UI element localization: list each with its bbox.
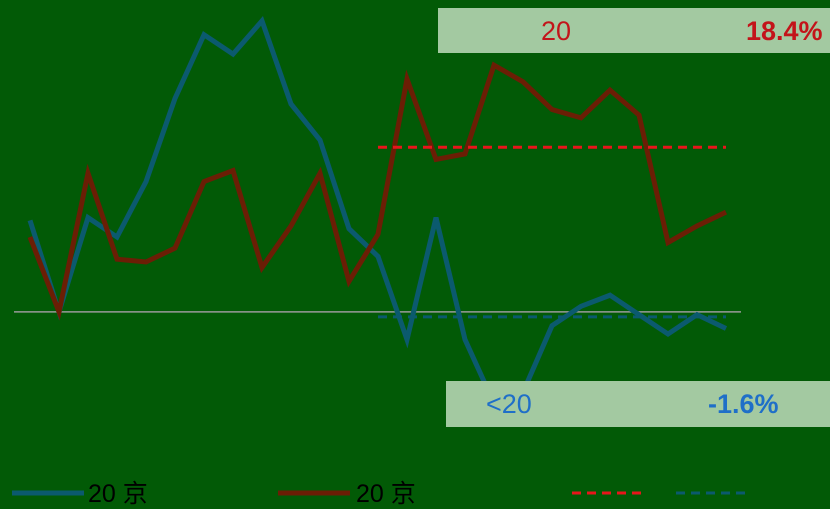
bottom-annotation-value: -1.6% xyxy=(708,389,779,419)
chart-lines-layer xyxy=(14,15,741,407)
legend-label-series-2: 20 京 xyxy=(356,480,416,508)
legend-label-series-1: 20 京 xyxy=(88,480,148,508)
top-annotation-box: 20 18.4% xyxy=(438,8,830,53)
top-annotation-label: 20 xyxy=(541,16,572,46)
bottom-annotation-box: <20 -1.6% xyxy=(446,381,830,427)
bottom-annotation-label: <20 xyxy=(486,389,532,419)
top-annotation-value: 18.4% xyxy=(746,16,823,46)
series-line-2 xyxy=(27,61,728,321)
series-line-1 xyxy=(27,15,728,407)
